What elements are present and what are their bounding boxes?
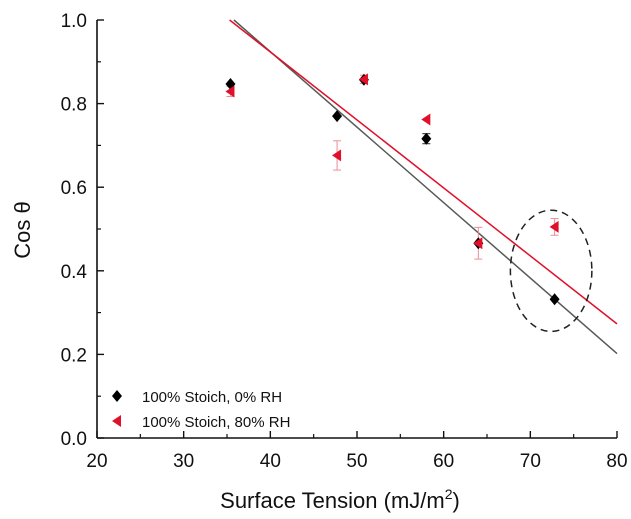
legend-label-1: 100% Stoich, 80% RH bbox=[142, 414, 290, 431]
y-axis-ticks: 0.0 0.2 0.4 0.6 0.8 1.0 bbox=[61, 11, 104, 450]
annotations bbox=[509, 209, 593, 333]
fit-line-series-0 bbox=[233, 19, 618, 355]
legend-label-0: 100% Stoich, 0% RH bbox=[142, 389, 282, 406]
legend-marker-red-triangle bbox=[112, 415, 121, 427]
x-axis-title: Surface Tension (mJ/m2) bbox=[220, 486, 460, 513]
x-tick-label: 60 bbox=[433, 451, 454, 472]
x-axis-ticks: 20 30 40 50 60 70 80 bbox=[86, 431, 628, 472]
x-tick-label: 40 bbox=[260, 451, 281, 472]
y-tick-label: 0.4 bbox=[61, 262, 88, 283]
y-tick-label: 0.2 bbox=[61, 345, 87, 366]
data-point-series-0 bbox=[332, 110, 343, 123]
legend-triangle-icon bbox=[112, 415, 121, 427]
fit-line-series-1 bbox=[229, 19, 618, 325]
data-point-series-1 bbox=[225, 85, 235, 98]
data-point-series-1 bbox=[549, 220, 559, 233]
y-axis-title: Cos θ bbox=[10, 201, 35, 258]
x-tick-label: 20 bbox=[86, 451, 107, 472]
error-bars bbox=[226, 74, 559, 260]
data-point-series-1 bbox=[421, 113, 431, 126]
fit-lines bbox=[229, 19, 618, 355]
data-point-series-1 bbox=[358, 73, 368, 86]
highlight-ellipse bbox=[509, 209, 593, 333]
x-tick-label: 70 bbox=[520, 451, 541, 472]
data-point-series-1 bbox=[332, 149, 342, 162]
data-point-series-1 bbox=[473, 237, 483, 250]
legend-diamond-icon bbox=[112, 390, 122, 402]
axes-frame bbox=[96, 20, 617, 439]
y-tick-label: 0.6 bbox=[61, 178, 87, 199]
legend: 100% Stoich, 0% RH 100% Stoich, 80% RH bbox=[112, 389, 290, 431]
data-point-series-0 bbox=[421, 132, 432, 145]
y-tick-label: 0.8 bbox=[61, 95, 87, 116]
x-tick-label: 30 bbox=[173, 451, 194, 472]
y-tick-label: 0.0 bbox=[61, 429, 87, 450]
y-tick-label: 1.0 bbox=[61, 11, 87, 32]
legend-marker-black-diamond bbox=[112, 390, 122, 402]
data-markers bbox=[225, 73, 560, 306]
x-tick-label: 50 bbox=[346, 451, 367, 472]
data-point-series-0 bbox=[549, 293, 560, 306]
x-tick-label: 80 bbox=[606, 451, 627, 472]
